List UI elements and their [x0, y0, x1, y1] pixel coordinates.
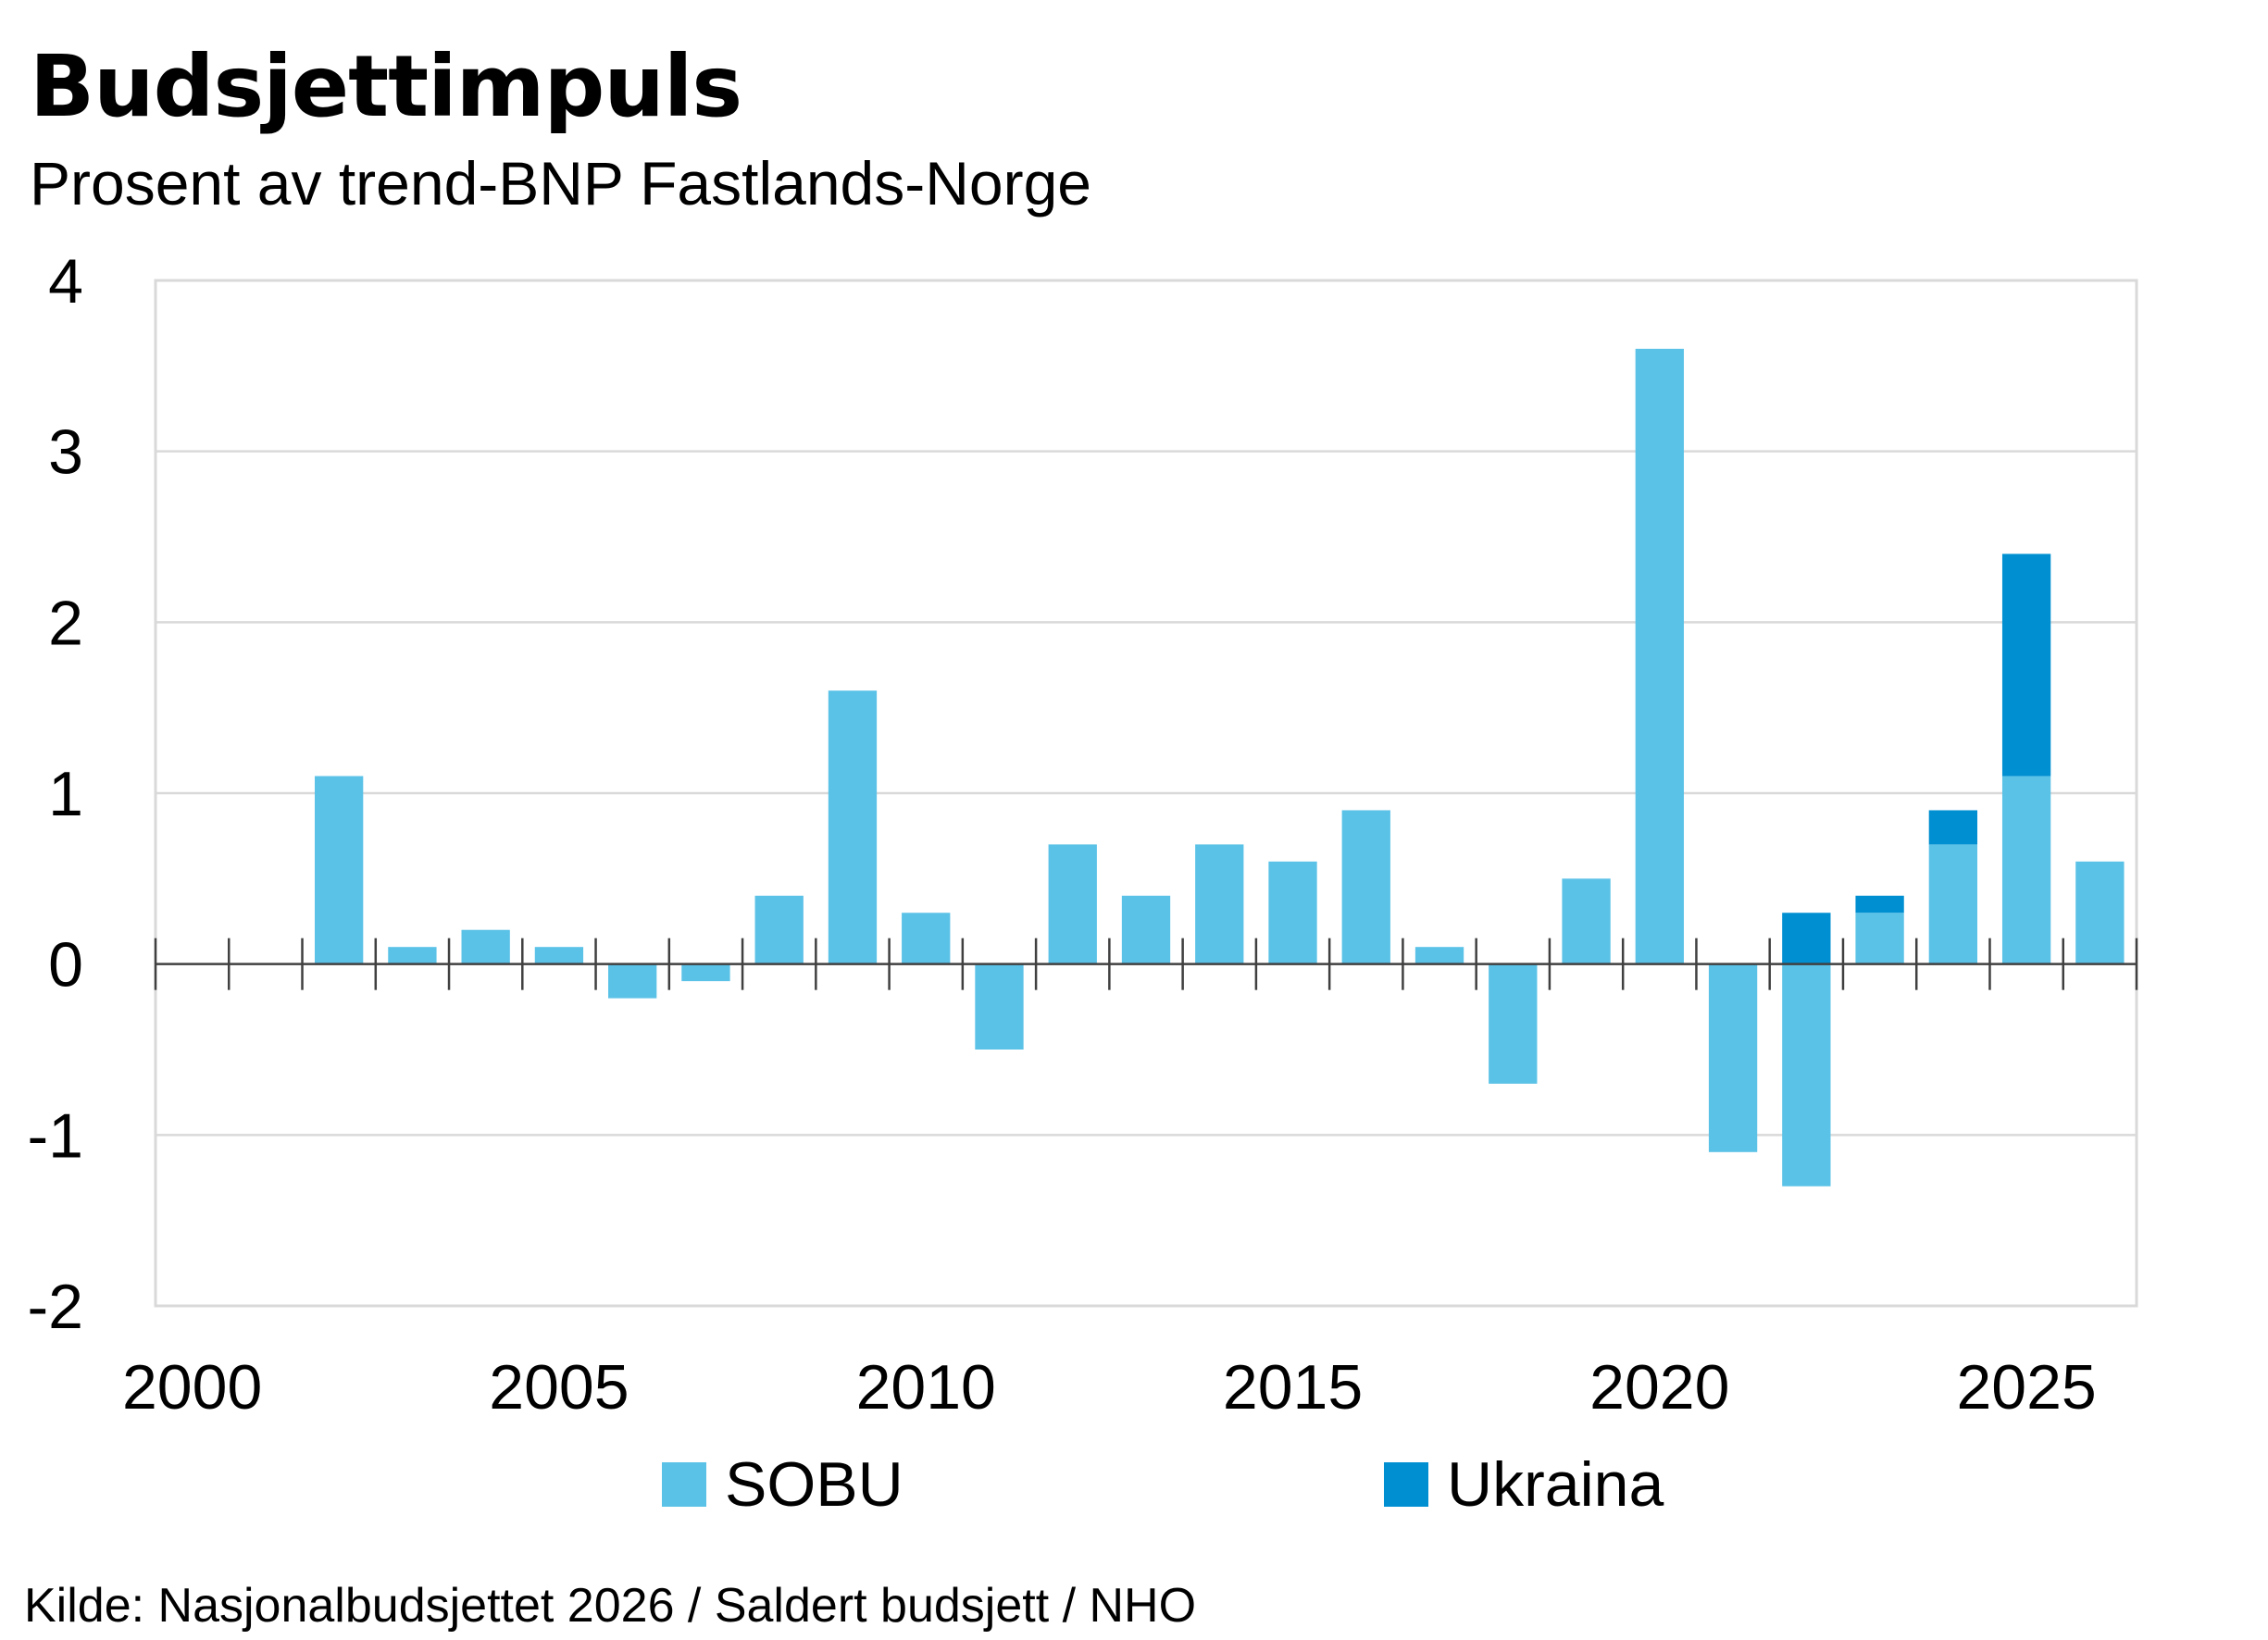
- bar-sobu-2017: [1414, 947, 1464, 964]
- legend-label-sobu: SOBU: [725, 1449, 903, 1520]
- y-axis-tick-labels: 4 3 2 1 0 -1 -2: [28, 246, 83, 1342]
- plot-area-border: [154, 279, 2138, 1308]
- bar-sobu-2021: [1708, 963, 1758, 1152]
- y-tick-label: 0: [48, 930, 83, 1000]
- bars: [314, 348, 2125, 1187]
- y-tick-label: 2: [48, 588, 83, 658]
- chart-title: Budsjettimpuls: [30, 37, 742, 136]
- bar-ukraina-2022: [1782, 913, 1831, 964]
- bar-sobu-2010: [902, 913, 951, 964]
- bar-sobu-2026: [2075, 861, 2125, 964]
- bar-ukraina-2025: [2001, 553, 2051, 777]
- bar-sobu-2002: [314, 776, 364, 964]
- bar-sobu-2019: [1562, 878, 1611, 964]
- legend-swatch-ukraina: [1384, 1462, 1428, 1507]
- bar-sobu-2008: [754, 895, 804, 964]
- bar-sobu-2007: [681, 963, 730, 982]
- bar-sobu-2003: [388, 947, 437, 964]
- y-tick-label: 3: [48, 417, 83, 488]
- bar-sobu-2013: [1121, 895, 1171, 964]
- bar-sobu-2022: [1782, 963, 1831, 1187]
- x-tick-label: 2025: [1956, 1352, 2096, 1423]
- y-tick-label: 4: [48, 246, 83, 317]
- bar-sobu-2024: [1928, 844, 1978, 964]
- bar-sobu-2009: [828, 690, 878, 964]
- y-tick-label: -2: [28, 1272, 83, 1342]
- x-tick-label: 2010: [856, 1352, 996, 1423]
- source-note: Kilde: Nasjonalbudsjettet 2026 / Saldert…: [24, 1579, 1197, 1633]
- x-axis: [154, 938, 2138, 990]
- bar-sobu-2025: [2001, 776, 2051, 964]
- bar-sobu-2012: [1048, 844, 1097, 964]
- bar-sobu-2005: [534, 947, 584, 964]
- bar-sobu-2016: [1341, 810, 1390, 964]
- x-axis-tick-labels: 2000 2005 2010 2015 2020 2025: [122, 1352, 2097, 1423]
- bar-sobu-2015: [1268, 861, 1317, 964]
- x-tick-label: 2000: [122, 1352, 262, 1423]
- bar-sobu-2004: [461, 929, 510, 964]
- bar-ukraina-2023: [1855, 895, 1904, 913]
- bar-sobu-2018: [1489, 963, 1538, 1084]
- legend-item-sobu: SOBU: [662, 1448, 903, 1521]
- y-tick-label: 1: [48, 759, 83, 829]
- legend-swatch-sobu: [662, 1462, 706, 1507]
- legend-item-ukraina: Ukraina: [1384, 1448, 1664, 1521]
- bar-sobu-2020: [1635, 348, 1684, 964]
- bar-sobu-2014: [1195, 844, 1244, 964]
- bar-ukraina-2024: [1928, 810, 1978, 845]
- chart-subtitle: Prosent av trend-BNP Fastlands-Norge: [30, 149, 1091, 217]
- bar-sobu-2023: [1855, 913, 1904, 964]
- gridlines: [156, 279, 2137, 1308]
- bar-sobu-2006: [608, 963, 657, 999]
- legend-label-ukraina: Ukraina: [1447, 1449, 1664, 1520]
- x-tick-label: 2005: [489, 1352, 629, 1423]
- y-tick-label: -1: [28, 1100, 83, 1171]
- bar-sobu-2011: [975, 963, 1024, 1050]
- x-tick-label: 2020: [1589, 1352, 1729, 1423]
- x-tick-label: 2015: [1223, 1352, 1363, 1423]
